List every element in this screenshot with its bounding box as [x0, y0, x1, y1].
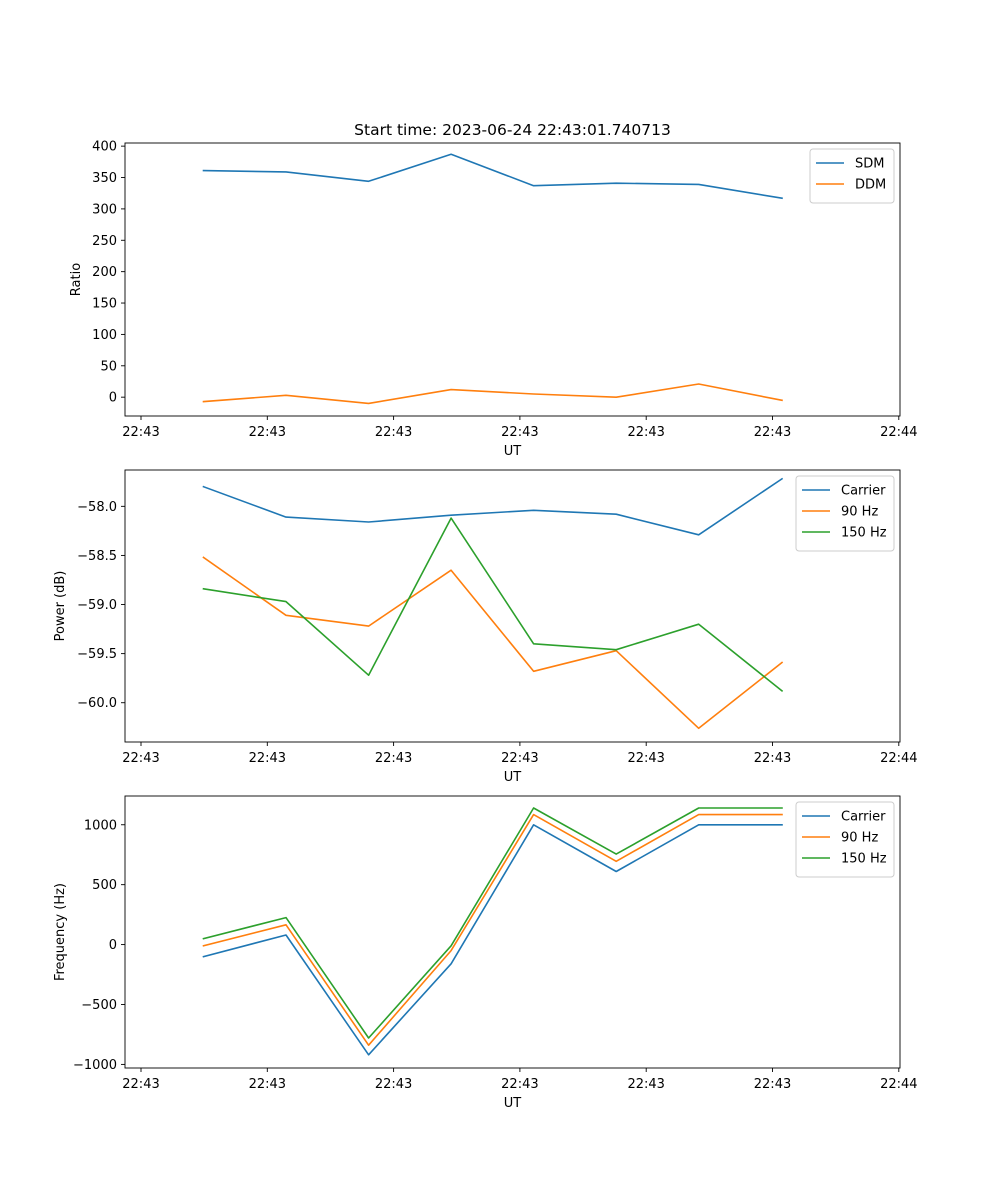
chart-title: Start time: 2023-06-24 22:43:01.740713	[354, 121, 671, 139]
x-tick-label: 22:43	[501, 425, 538, 440]
y-tick-label: 50	[100, 359, 117, 374]
y-tick-label: −1000	[73, 1058, 117, 1073]
y-tick-label: 0	[109, 938, 117, 953]
axes-frame	[124, 469, 901, 743]
x-tick-label: 22:43	[754, 425, 791, 440]
x-tick-label: 22:43	[501, 1077, 538, 1092]
subplot-2: 22:43 22:43 22:43 22:43 22:43 22:43 22:44 −58.0…	[53, 469, 918, 785]
y-tick-label: −59.0	[77, 598, 117, 613]
legend: Carrier 90 Hz 150 Hz	[795, 475, 895, 552]
legend-label: 90 Hz	[841, 831, 878, 846]
y-tick-label: −58.5	[77, 549, 117, 564]
x-tick-label: 22:43	[627, 425, 664, 440]
x-axis-label: UT	[504, 1096, 522, 1111]
axes-frame	[124, 142, 901, 417]
x-tick-label: 22:43	[754, 751, 791, 766]
y-axis-label: Frequency (Hz)	[53, 883, 68, 981]
y-tick-label: 500	[92, 878, 117, 893]
y-tick-label: 300	[92, 202, 117, 217]
y-tick-label: 100	[92, 328, 117, 343]
legend-label: 150 Hz	[841, 852, 887, 867]
series-line-ddm	[202, 383, 783, 405]
y-tick-label: −500	[81, 998, 117, 1013]
y-tick-label: 1000	[84, 818, 117, 833]
x-tick-label: 22:43	[375, 1077, 412, 1092]
x-tick-label: 22:43	[754, 1077, 791, 1092]
legend: Carrier 90 Hz 150 Hz	[795, 801, 895, 878]
x-tick-label: 22:43	[249, 1077, 286, 1092]
legend-label: 90 Hz	[841, 505, 878, 520]
subplots: 22:43 22:43 22:43 22:43 22:43 22:43 22:44 0 50 10…	[53, 140, 918, 1111]
x-axis-label: UT	[504, 770, 522, 785]
y-tick-label: 400	[92, 140, 117, 155]
x-tick-label: 22:43	[627, 1077, 664, 1092]
x-tick-label: 22:43	[249, 751, 286, 766]
y-tick-label: 200	[92, 265, 117, 280]
x-tick-label: 22:43	[122, 425, 159, 440]
y-axis-label: Ratio	[69, 263, 84, 296]
x-tick-label: 22:43	[375, 425, 412, 440]
x-tick-label: 22:44	[880, 1077, 917, 1092]
x-tick-label: 22:43	[122, 1077, 159, 1092]
y-tick-label: 350	[92, 171, 117, 186]
series-line-carrier	[202, 823, 783, 1056]
legend-label: Carrier	[841, 810, 886, 825]
x-tick-label: 22:43	[627, 751, 664, 766]
y-tick-label: 250	[92, 234, 117, 249]
legend-label: 150 Hz	[841, 526, 887, 541]
x-tick-label: 22:43	[122, 751, 159, 766]
legend-label: DDM	[855, 178, 886, 193]
x-tick-label: 22:43	[375, 751, 412, 766]
legend-label: SDM	[855, 157, 884, 172]
series-line-90-hz	[202, 813, 783, 1046]
y-tick-label: 150	[92, 297, 117, 312]
legend-label: Carrier	[841, 484, 886, 499]
axes-frame	[124, 795, 901, 1069]
x-tick-label: 22:43	[501, 751, 538, 766]
series-line-sdm	[202, 153, 783, 200]
subplot-3: 22:43 22:43 22:43 22:43 22:43 22:43 22:44 1000 5…	[53, 795, 918, 1111]
x-axis-label: UT	[504, 444, 522, 459]
x-tick-label: 22:44	[880, 425, 917, 440]
y-axis-label: Power (dB)	[53, 571, 68, 642]
series-line-carrier	[202, 477, 784, 536]
series-line-90-hz	[202, 556, 784, 730]
y-tick-label: −59.5	[77, 647, 117, 662]
x-tick-label: 22:43	[249, 425, 286, 440]
y-tick-label: −58.0	[77, 500, 117, 515]
series-line-150-hz	[202, 517, 784, 693]
x-tick-label: 22:44	[880, 751, 917, 766]
legend: SDM DDM	[809, 148, 895, 204]
subplot-1: 22:43 22:43 22:43 22:43 22:43 22:43 22:44 0 50 10…	[69, 140, 918, 459]
series-line-150-hz	[202, 807, 783, 1039]
y-tick-label: 0	[109, 391, 117, 406]
y-tick-label: −60.0	[77, 696, 117, 711]
